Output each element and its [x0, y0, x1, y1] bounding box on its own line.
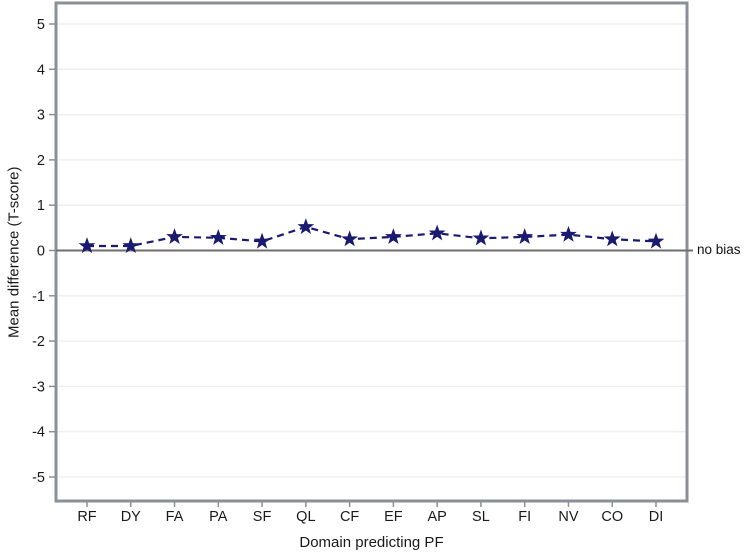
y-tick-label: -4 — [32, 425, 45, 441]
data-point-marker — [341, 230, 358, 247]
x-tick-label: SL — [472, 509, 490, 525]
y-tick-label: 2 — [37, 153, 45, 169]
data-point-marker — [253, 232, 271, 249]
data-point-marker — [603, 230, 621, 247]
data-point-marker — [166, 228, 183, 245]
x-tick-label: RF — [77, 509, 96, 525]
x-tick-label: CO — [601, 509, 623, 525]
data-point-marker — [647, 232, 665, 249]
x-tick-label: PA — [209, 509, 228, 525]
x-tick-label: FA — [166, 509, 184, 525]
data-point-marker — [122, 237, 140, 254]
y-tick-label: 1 — [37, 198, 45, 214]
x-tick-label: SF — [253, 509, 272, 525]
data-point-marker — [472, 229, 490, 246]
data-point-marker — [209, 229, 227, 245]
data-point-marker — [78, 237, 96, 254]
data-point-marker — [297, 218, 315, 235]
data-point-marker — [560, 225, 577, 242]
y-tick-label: -1 — [32, 289, 45, 305]
y-tick-label: 3 — [37, 108, 45, 124]
x-tick-label: CF — [340, 509, 359, 525]
data-point-marker — [516, 228, 534, 245]
y-tick-label: -3 — [32, 379, 45, 395]
y-tick-label: 0 — [37, 244, 45, 260]
x-tick-label: FI — [518, 509, 531, 525]
y-tick-label: -5 — [32, 470, 45, 486]
reference-line-label: no bias — [697, 242, 741, 258]
data-point-marker — [428, 224, 446, 241]
x-tick-label: AP — [427, 509, 446, 525]
y-axis-title: Mean difference (T-score) — [5, 166, 23, 338]
x-tick-label: EF — [384, 509, 403, 525]
y-tick-label: 4 — [37, 62, 45, 78]
data-point-marker — [385, 228, 402, 245]
y-tick-label: 5 — [37, 17, 45, 33]
plot-border — [54, 1, 689, 503]
y-tick-label: -2 — [32, 334, 45, 350]
series-line — [87, 225, 657, 248]
x-tick-label: DY — [121, 509, 141, 525]
x-tick-label: DI — [649, 509, 664, 525]
x-tick-label: QL — [296, 509, 315, 525]
x-tick-label: NV — [558, 509, 578, 525]
x-axis-title: Domain predicting PF — [299, 534, 444, 551]
